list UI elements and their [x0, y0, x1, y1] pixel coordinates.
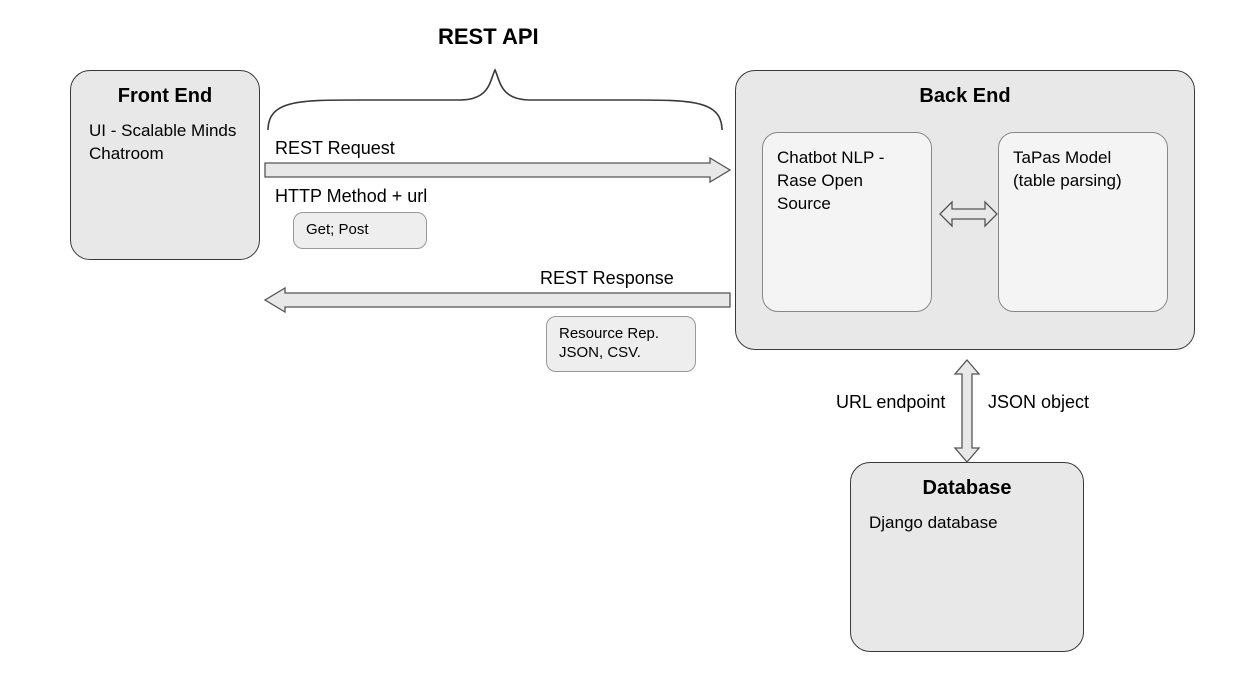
frontend-node: Front End UI - Scalable Minds Chatroom [70, 70, 260, 260]
rest-response-label: REST Response [540, 268, 674, 289]
brace-icon [268, 70, 722, 130]
resource-rep-tag: Resource Rep. JSON, CSV. [546, 316, 696, 372]
database-node: Database Django database [850, 462, 1084, 652]
database-title: Database [869, 477, 1065, 500]
resource-rep-line2: JSON, CSV. [559, 344, 683, 363]
http-method-label: HTTP Method + url [275, 186, 427, 207]
request-arrow-icon [265, 158, 730, 182]
backend-title: Back End [754, 85, 1176, 108]
url-endpoint-label: URL endpoint [836, 392, 945, 413]
response-arrow-icon [265, 288, 730, 312]
chatbot-node: Chatbot NLP - Rase Open Source [762, 132, 932, 312]
rest-api-header: REST API [438, 24, 539, 50]
get-post-tag: Get; Post [293, 212, 427, 249]
database-body: Django database [869, 512, 1065, 535]
frontend-title: Front End [89, 85, 241, 108]
tapas-node: TaPas Model (table parsing) [998, 132, 1168, 312]
rest-request-label: REST Request [275, 138, 395, 159]
resource-rep-line1: Resource Rep. [559, 325, 683, 344]
json-object-label: JSON object [988, 392, 1089, 413]
backend-db-arrow-icon [955, 360, 979, 462]
frontend-body: UI - Scalable Minds Chatroom [89, 120, 241, 166]
